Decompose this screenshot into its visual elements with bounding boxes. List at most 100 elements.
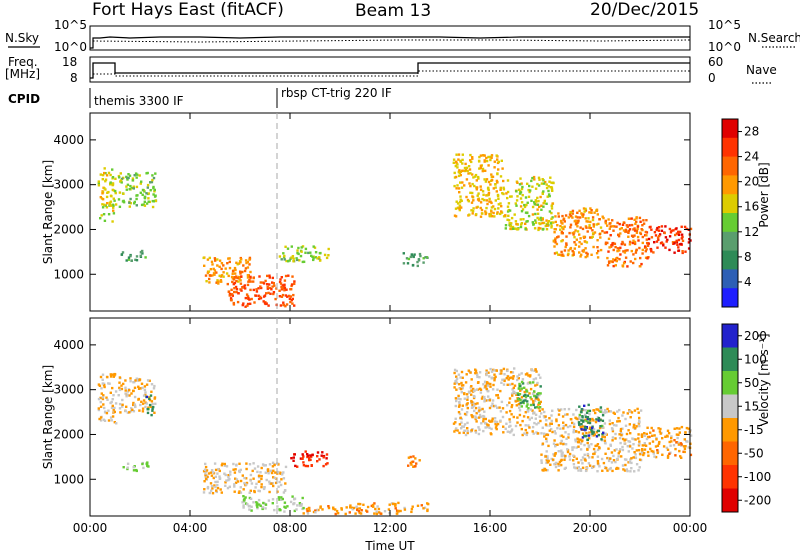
velocity-cell	[587, 403, 590, 407]
velocity-cell	[537, 398, 540, 401]
power-cell	[592, 225, 595, 228]
velocity-cell	[592, 409, 595, 412]
power-cell	[607, 237, 611, 240]
velocity-ytick-label: 1000	[53, 472, 84, 486]
velocity-cell	[633, 409, 637, 412]
velocity-cell	[219, 488, 222, 491]
power-cell	[145, 202, 149, 205]
power-cell	[122, 199, 125, 203]
velocity-cell	[523, 432, 526, 435]
power-cell	[516, 223, 519, 226]
power-cell	[626, 265, 629, 268]
power-cell	[613, 242, 617, 245]
velocity-cell	[378, 511, 381, 514]
power-cell	[568, 213, 572, 216]
velocity-cell	[548, 424, 551, 427]
velocity-cell	[138, 409, 141, 412]
noise-sky-trace	[90, 36, 690, 49]
velocity-xtick-label: 16:00	[473, 521, 508, 535]
power-cell	[125, 259, 128, 262]
power-cell	[621, 242, 625, 245]
velocity-cell	[594, 450, 597, 453]
power-cell	[508, 209, 512, 212]
velocity-cell	[358, 507, 362, 510]
velocity-cell	[97, 408, 101, 412]
velocity-cell	[210, 484, 214, 488]
power-cell	[670, 229, 673, 232]
power-cell	[230, 288, 233, 291]
velocity-cell	[559, 427, 562, 430]
velocity-cell	[599, 418, 602, 422]
velocity-cell	[619, 431, 623, 435]
power-cell	[228, 260, 231, 264]
velocity-cell	[99, 419, 103, 422]
velocity-cell	[298, 502, 302, 505]
power-cell	[516, 195, 519, 198]
velocity-cell	[579, 468, 583, 471]
power-cell	[607, 260, 611, 263]
power-cell	[490, 154, 494, 157]
velocity-cell	[272, 476, 275, 479]
velocity-cell	[277, 463, 280, 466]
velocity-cell	[533, 390, 536, 393]
power-cell	[664, 236, 668, 239]
velocity-cell	[105, 396, 108, 399]
velocity-cell	[126, 462, 130, 465]
power-cell	[631, 235, 635, 238]
velocity-cell	[412, 455, 415, 458]
power-cell	[666, 238, 669, 242]
velocity-cell	[102, 403, 105, 406]
power-cell	[218, 259, 222, 262]
velocity-cell	[290, 457, 293, 460]
noise-tick-left-top: 10^5	[54, 18, 87, 32]
velocity-cell	[572, 428, 576, 432]
velocity-cell	[545, 419, 548, 422]
velocity-cell	[466, 396, 469, 399]
power-cell	[225, 272, 229, 275]
velocity-cell	[630, 457, 633, 460]
power-cell	[478, 155, 481, 159]
velocity-cell	[466, 431, 469, 435]
power-cell	[479, 206, 482, 210]
power-cell	[248, 279, 251, 282]
velocity-cell	[662, 445, 666, 448]
velocity-cell	[410, 463, 413, 466]
velocity-cell	[111, 415, 115, 418]
power-cell	[524, 196, 528, 199]
velocity-cell	[113, 406, 116, 410]
velocity-cell	[680, 425, 684, 429]
velocity-cell	[407, 464, 410, 467]
power-cell	[496, 158, 499, 161]
velocity-cell	[519, 423, 522, 427]
power-cell	[527, 195, 531, 198]
velocity-cell	[583, 429, 587, 433]
velocity-cell	[656, 451, 659, 455]
power-cell	[109, 173, 112, 177]
velocity-cell	[263, 486, 266, 489]
velocity-cell	[512, 433, 515, 437]
velocity-cell	[600, 424, 604, 428]
velocity-cell	[511, 382, 514, 386]
velocity-cell	[350, 506, 354, 509]
velocity-cell	[578, 417, 581, 421]
velocity-cell	[585, 431, 588, 435]
velocity-cell	[213, 484, 216, 487]
power-cell	[231, 280, 234, 284]
power-cell	[644, 250, 647, 253]
velocity-cell	[622, 468, 625, 471]
velocity-cell	[550, 422, 553, 425]
velocity-cell	[583, 404, 586, 407]
velocity-cell	[638, 419, 641, 422]
velocity-cell	[284, 482, 287, 485]
power-cell	[457, 153, 461, 156]
velocity-cell	[618, 408, 621, 412]
velocity-cell	[242, 498, 246, 502]
velocity-cell	[487, 389, 490, 393]
velocity-cell	[587, 444, 590, 447]
velocity-cell	[670, 440, 673, 443]
power-cell	[226, 282, 229, 286]
velocity-cell	[488, 399, 492, 402]
power-cell	[236, 300, 240, 304]
power-cell	[630, 217, 633, 220]
velocity-cell	[545, 437, 548, 440]
